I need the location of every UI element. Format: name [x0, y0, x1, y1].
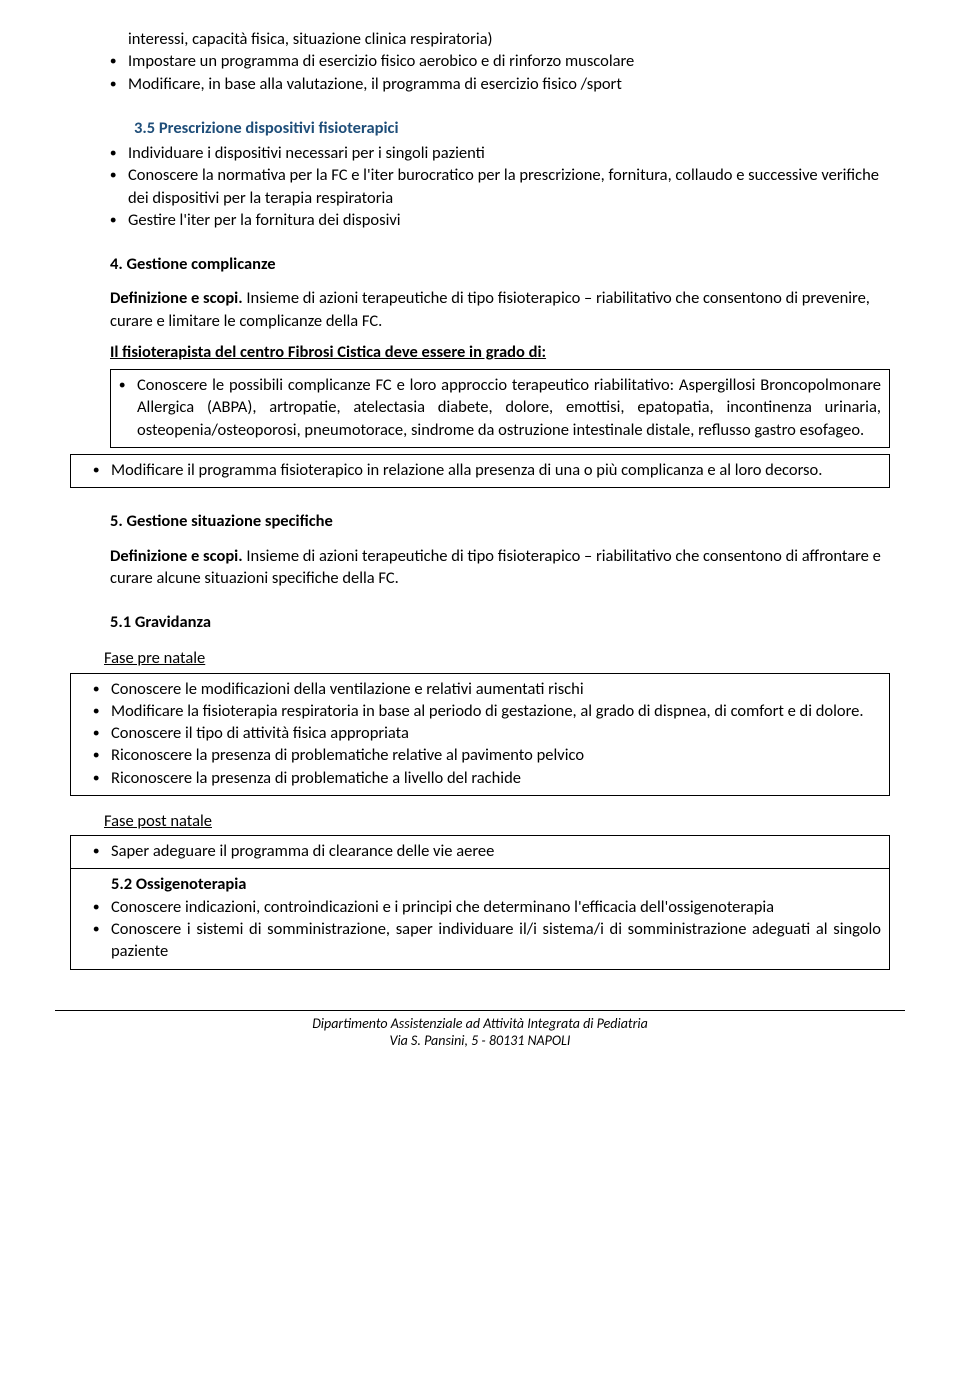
continued-text: interessi, capacità fisica, situazione c… — [110, 28, 890, 50]
section-5-block: 5. Gestione situazione specifiche Defini… — [110, 510, 890, 633]
section-4-box-2: Modificare il programma fisioterapico in… — [70, 454, 890, 488]
section-51-box-2: Saper adeguare il programma di clearance… — [70, 835, 890, 869]
section-52-box: 5.2 Ossigenoterapia Conoscere indicazion… — [70, 868, 890, 969]
list-item: Modificare, in base alla valutazione, il… — [110, 73, 890, 95]
section-35-intro-block: interessi, capacità fisica, situazione c… — [110, 28, 890, 448]
section-52-title: 5.2 Ossigenoterapia — [111, 874, 246, 894]
section-5-title: 5. Gestione situazione specifiche — [110, 510, 890, 532]
list-item: Individuare i dispositivi necessari per … — [110, 142, 890, 164]
list-item: Modificare il programma fisioterapico in… — [93, 459, 881, 481]
list-item: Conoscere i sistemi di somministrazione,… — [93, 918, 881, 963]
section-4-definition: Definizione e scopi. Insieme di azioni t… — [110, 287, 890, 332]
section-4-box-1: Conoscere le possibili complicanze FC e … — [110, 369, 890, 448]
list-item: Modificare la fisioterapia respiratoria … — [93, 700, 881, 722]
section-35-bullets: Individuare i dispositivi necessari per … — [110, 142, 890, 231]
list-item: Conoscere le modificazioni della ventila… — [93, 678, 881, 700]
phase-post-natale: Fase post natale — [104, 810, 890, 832]
list-item: Conoscere le possibili complicanze FC e … — [119, 374, 881, 441]
list-item: Saper adeguare il programma di clearance… — [93, 840, 881, 862]
capability-heading-text: Il fisioterapista del centro Fibrosi Cis… — [110, 342, 546, 362]
footer-line-2: Via S. Pansini, 5 - 80131 NAPOLI — [55, 1032, 905, 1050]
list-item: Gestire l'iter per la fornitura dei disp… — [110, 209, 890, 231]
section-4-capability-heading: Il fisioterapista del centro Fibrosi Cis… — [110, 341, 890, 363]
list-item: Riconoscere la presenza di problematiche… — [93, 767, 881, 789]
list-item: Impostare un programma di esercizio fisi… — [110, 50, 890, 72]
phase-pre-natale: Fase pre natale — [104, 647, 890, 669]
section-4-title: 4. Gestione complicanze — [110, 253, 890, 275]
definition-label: Definizione e scopi. — [110, 546, 243, 566]
page-footer: Dipartimento Assistenziale ad Attività I… — [55, 1010, 905, 1050]
section-51-box-1: Conoscere le modificazioni della ventila… — [70, 673, 890, 796]
footer-line-1: Dipartimento Assistenziale ad Attività I… — [55, 1015, 905, 1033]
top-bullet-list: Impostare un programma di esercizio fisi… — [110, 50, 890, 95]
section-5-definition: Definizione e scopi. Insieme di azioni t… — [110, 545, 890, 590]
list-item: Conoscere indicazioni, controindicazioni… — [93, 896, 881, 918]
list-item: Riconoscere la presenza di problematiche… — [93, 744, 881, 766]
definition-label: Definizione e scopi. — [110, 288, 243, 308]
section-51-title: 5.1 Gravidanza — [110, 611, 890, 633]
list-item: Conoscere il tipo di attività fisica app… — [93, 722, 881, 744]
section-35-title: 3.5 Prescrizione dispositivi fisioterapi… — [134, 117, 890, 139]
list-item: Conoscere la normativa per la FC e l'ite… — [110, 164, 890, 209]
